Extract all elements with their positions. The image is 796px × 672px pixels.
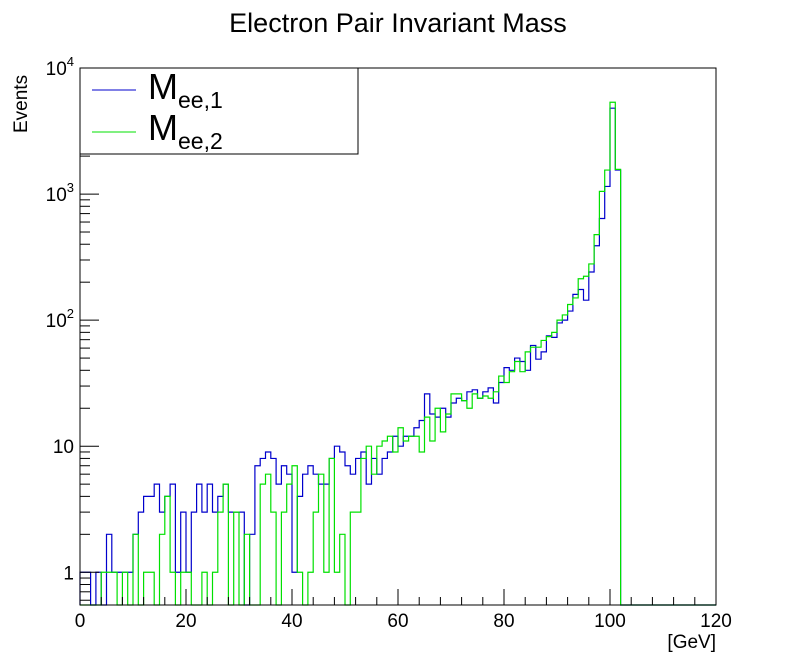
- x-tick-label: 60: [387, 611, 408, 632]
- x-tick-label: 0: [75, 611, 86, 632]
- x-tick-label: 120: [700, 611, 732, 632]
- series-1-histogram: [79, 107, 716, 606]
- x-tick-label: 20: [175, 611, 196, 632]
- legend-entry-series-2: Mee,2: [148, 107, 223, 154]
- y-tick-label: 10: [53, 437, 74, 458]
- x-axis: 0 20 40 60 80 100 120: [75, 589, 732, 632]
- legend: Mee,1 Mee,2: [79, 66, 359, 155]
- legend-entry-series-1: Mee,1: [148, 66, 223, 113]
- x-tick-label: 40: [281, 611, 302, 632]
- series-layer: [79, 101, 716, 606]
- legend-entry-series-1-name: M: [148, 66, 178, 107]
- y-tick-label: 103: [46, 180, 74, 206]
- legend-box: [79, 67, 359, 155]
- legend-entry-series-2-subscript: ee,2: [178, 128, 223, 154]
- y-tick-label: 104: [46, 54, 74, 80]
- y-axis: 1 10 102 103 104: [46, 54, 99, 601]
- y-axis-label: Events: [11, 75, 32, 133]
- x-axis-label: [GeV]: [667, 632, 716, 653]
- series-2-histogram: [80, 101, 716, 606]
- y-tick-label: 1: [63, 563, 74, 584]
- y-tick-label: 102: [46, 306, 74, 332]
- legend-entry-series-2-name: M: [148, 107, 178, 148]
- x-tick-label: 100: [594, 611, 626, 632]
- chart-title: Electron Pair Invariant Mass: [229, 8, 567, 38]
- legend-entry-series-1-subscript: ee,1: [178, 87, 223, 113]
- x-tick-label: 80: [493, 611, 514, 632]
